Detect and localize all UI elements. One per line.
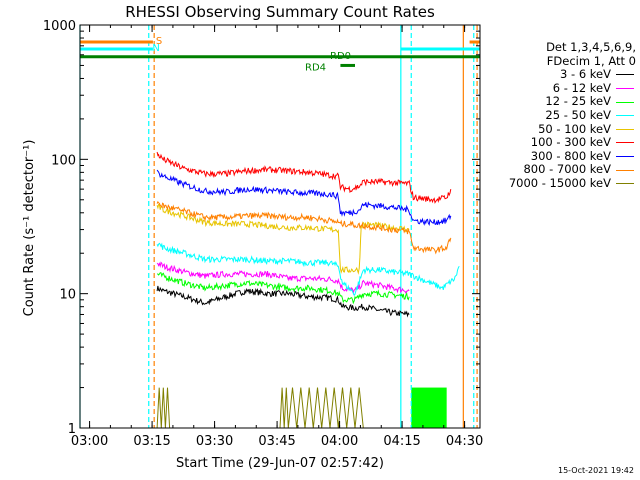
legend-item: 25 - 50 keV bbox=[486, 107, 636, 123]
legend-swatch bbox=[616, 74, 634, 76]
y-tick-label: 1000 bbox=[43, 19, 76, 34]
legend-label: 300 - 800 keV bbox=[530, 148, 611, 163]
legend-item: 12 - 25 keV bbox=[486, 95, 636, 109]
x-tick-label: 04:00 bbox=[321, 434, 358, 449]
series-line bbox=[156, 200, 452, 255]
legend-label: 6 - 12 keV bbox=[552, 80, 611, 95]
legend-item: 300 - 800 keV bbox=[486, 148, 636, 164]
legend-header-line-1: Det 1,3,4,5,6,9, bbox=[546, 40, 636, 54]
legend-item: 3 - 6 keV bbox=[486, 68, 636, 82]
legend-label: 12 - 25 keV bbox=[545, 94, 611, 109]
x-tick-label: 03:45 bbox=[258, 434, 295, 449]
series-line bbox=[156, 387, 364, 429]
series-line bbox=[157, 272, 410, 305]
legend-swatch bbox=[616, 115, 634, 117]
x-axis-label: Start Time (29-Jun-07 02:57:42) bbox=[176, 456, 384, 471]
legend-swatch bbox=[616, 101, 634, 103]
legend-item: 7000 - 15000 keV bbox=[486, 175, 636, 191]
legend-swatch bbox=[616, 88, 634, 90]
y-axis-label: Count Rate (s⁻¹ detector⁻¹) bbox=[22, 140, 37, 317]
series-line bbox=[156, 151, 452, 204]
legend-swatch bbox=[616, 156, 634, 158]
series-line bbox=[156, 242, 460, 297]
legend-item: 100 - 300 keV bbox=[486, 136, 636, 150]
legend-swatch bbox=[616, 142, 634, 144]
legend-label: 3 - 6 keV bbox=[560, 67, 611, 82]
x-tick-label: 04:15 bbox=[383, 434, 420, 449]
x-tick-label: 03:30 bbox=[196, 434, 233, 449]
y-tick-label: 1 bbox=[68, 422, 76, 437]
axes: 03:00 03:15 03:30 03:45 04:00 04:15 04:30 1 10 10… bbox=[43, 19, 483, 449]
y-tick-label: 100 bbox=[51, 153, 76, 168]
legend-header-line-2: FDecim 1, Att 0 bbox=[546, 53, 636, 68]
data-gap-label: RD4 bbox=[305, 62, 326, 73]
chart-title: RHESSI Observing Summary Count Rates bbox=[125, 3, 435, 21]
legend-swatch bbox=[616, 128, 634, 130]
generated-timestamp: 15-Oct-2021 19:42 bbox=[558, 466, 634, 475]
legend-item: 50 - 100 keV bbox=[486, 121, 636, 137]
legend-swatch bbox=[616, 183, 634, 185]
y-tick-label: 10 bbox=[59, 288, 76, 303]
plot-area: RD0 RD4 SN bbox=[79, 25, 480, 429]
attenuator-flag-label: N bbox=[152, 43, 159, 54]
series-line bbox=[156, 261, 410, 295]
x-tick-label: 04:30 bbox=[446, 434, 483, 449]
plot-frame bbox=[79, 24, 481, 429]
legend: Det 1,3,4,5,6,9, FDecim 1, Att 0 3 - 6 k… bbox=[486, 40, 636, 191]
x-tick-label: 03:00 bbox=[71, 434, 108, 449]
legend-label: 100 - 300 keV bbox=[530, 135, 611, 150]
series-line bbox=[156, 285, 410, 318]
legend-label: 7000 - 15000 keV bbox=[508, 175, 611, 190]
x-tick-label: 03:15 bbox=[133, 434, 170, 449]
legend-item: 6 - 12 keV bbox=[486, 80, 636, 96]
legend-label: 25 - 50 keV bbox=[545, 107, 611, 122]
data-gap-label: RD0 bbox=[330, 51, 351, 62]
legend-swatch bbox=[616, 169, 634, 171]
legend-label: 50 - 100 keV bbox=[538, 121, 611, 136]
green-fill-block bbox=[411, 387, 447, 428]
attenuator-flag-label: S bbox=[156, 36, 162, 47]
legend-label: 800 - 7000 keV bbox=[523, 162, 611, 177]
legend-item: 800 - 7000 keV bbox=[486, 163, 636, 177]
series-line bbox=[156, 203, 410, 275]
series-line bbox=[156, 169, 452, 227]
legend-items: 3 - 6 keV 6 - 12 keV 12 - 25 keV 25 - 50 ke… bbox=[486, 68, 636, 190]
